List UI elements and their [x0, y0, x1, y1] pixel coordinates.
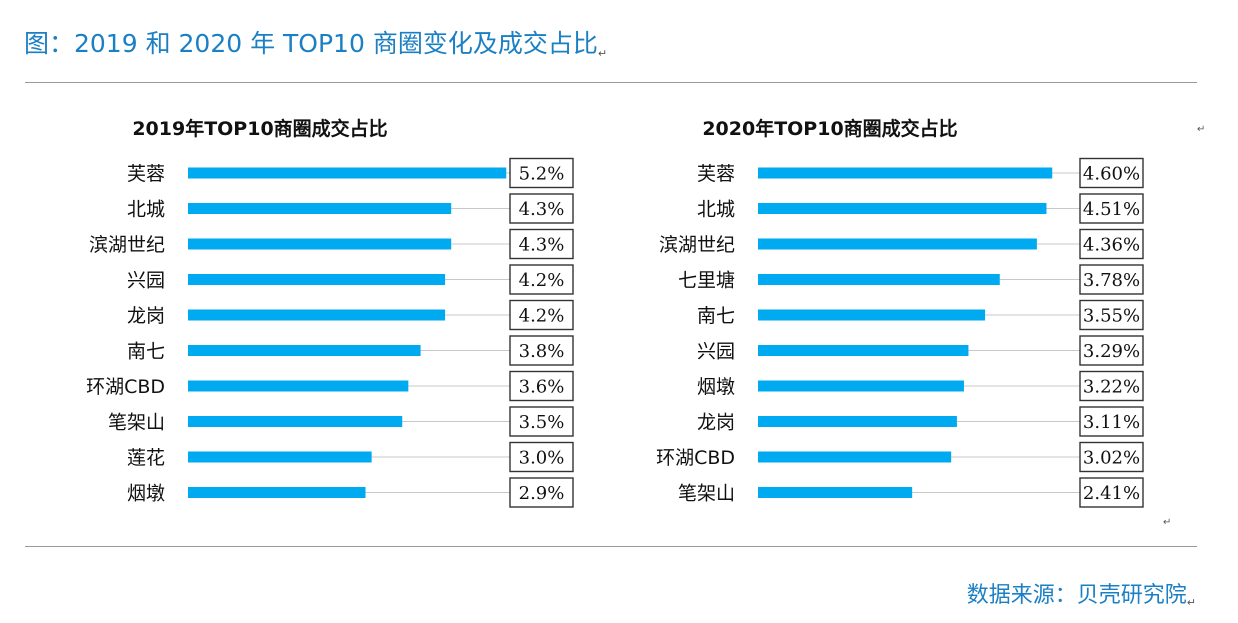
category-label: 烟墩: [127, 483, 165, 505]
bar: [188, 238, 452, 250]
bar: [758, 167, 1053, 179]
value-box: [1079, 477, 1144, 508]
category-label: 笔架山: [678, 483, 735, 505]
category-label: 龙岗: [697, 412, 735, 434]
category-label: 烟墩: [697, 376, 735, 398]
bar: [188, 309, 446, 321]
value-box: [1079, 370, 1144, 402]
bar: [758, 487, 913, 498]
category-label: 环湖CBD: [86, 376, 165, 398]
return-mark: ↵: [597, 47, 608, 60]
bar: [758, 451, 952, 463]
value-label: 3.5%: [519, 412, 565, 433]
value-label: 4.2%: [519, 270, 565, 291]
category-label: 环湖CBD: [656, 447, 735, 469]
value-box: [509, 370, 574, 402]
value-label: 3.11%: [1083, 412, 1140, 433]
category-label: 滨湖世纪: [659, 234, 735, 256]
category-label: 兴园: [127, 270, 165, 292]
category-label: 南七: [127, 341, 165, 363]
value-box: [509, 264, 574, 295]
bar: [188, 451, 372, 463]
category-label: 七里塘: [678, 270, 735, 292]
value-label: 3.78%: [1083, 270, 1140, 291]
return-mark: ↵: [1163, 517, 1172, 528]
value-box: [1079, 335, 1144, 366]
bar: [188, 274, 446, 285]
bar: [188, 380, 409, 392]
value-box: [509, 335, 574, 366]
value-box: [509, 477, 574, 508]
bar: [188, 487, 366, 498]
bar: [188, 345, 421, 356]
value-label: 4.3%: [519, 235, 565, 256]
value-label: 3.8%: [519, 341, 565, 362]
top-divider: [25, 82, 1197, 83]
bar: [758, 416, 957, 427]
value-label: 4.3%: [519, 199, 565, 220]
value-box: [1079, 299, 1144, 331]
bar: [758, 274, 1000, 285]
bar: [758, 238, 1037, 250]
value-label: 4.51%: [1083, 199, 1140, 220]
value-box: [509, 299, 574, 331]
category-label: 芙蓉: [127, 163, 165, 185]
value-label: 3.22%: [1083, 377, 1140, 398]
value-label: 3.29%: [1083, 341, 1140, 362]
source-note: 数据来源：贝壳研究院↵: [967, 577, 1196, 609]
chart-title: 2019年TOP10商圈成交占比: [132, 117, 387, 140]
bar: [758, 203, 1047, 214]
bar: [188, 167, 507, 179]
value-label: 5.2%: [519, 164, 565, 185]
category-label: 南七: [697, 305, 735, 327]
value-box: [509, 441, 574, 473]
value-label: 2.41%: [1083, 483, 1140, 504]
category-label: 滨湖世纪: [89, 234, 165, 256]
bar: [758, 345, 969, 356]
category-label: 北城: [697, 199, 735, 221]
value-box: [509, 228, 574, 260]
chart-title: 2020年TOP10商圈成交占比: [702, 117, 957, 140]
value-box: [509, 193, 574, 224]
value-label: 2.9%: [519, 483, 565, 504]
value-label: 4.60%: [1083, 164, 1140, 185]
category-label: 莲花: [127, 447, 165, 469]
return-mark: ↵: [1197, 124, 1206, 135]
value-label: 3.55%: [1083, 306, 1140, 327]
bar: [758, 309, 986, 321]
value-label: 3.6%: [519, 377, 565, 398]
category-label: 兴园: [697, 341, 735, 363]
value-label: 3.02%: [1083, 448, 1140, 469]
figure-title: 图：2019 和 2020 年 TOP10 商圈变化及成交占比↵: [24, 24, 607, 60]
bar: [188, 416, 403, 427]
category-label: 芙蓉: [697, 163, 735, 185]
category-label: 北城: [127, 199, 165, 221]
value-label: 4.36%: [1083, 235, 1140, 256]
return-mark: ↵: [1186, 596, 1196, 609]
value-box: [1079, 264, 1144, 295]
value-box: [1079, 193, 1144, 224]
value-label: 3.0%: [519, 448, 565, 469]
value-box: [509, 157, 574, 189]
category-label: 笔架山: [108, 412, 165, 434]
value-box: [1079, 441, 1144, 473]
source-text: 数据来源：贝壳研究院: [966, 583, 1187, 608]
value-box: [1079, 406, 1144, 437]
figure-title-text: 图：2019 和 2020 年 TOP10 商圈变化及成交占比: [24, 29, 598, 58]
bar: [188, 203, 452, 214]
category-label: 龙岗: [127, 305, 165, 327]
value-box: [1079, 228, 1144, 260]
bar: [758, 380, 964, 392]
value-box: [1079, 157, 1144, 189]
value-label: 4.2%: [519, 306, 565, 327]
value-box: [509, 406, 574, 437]
bottom-divider: [25, 546, 1197, 547]
